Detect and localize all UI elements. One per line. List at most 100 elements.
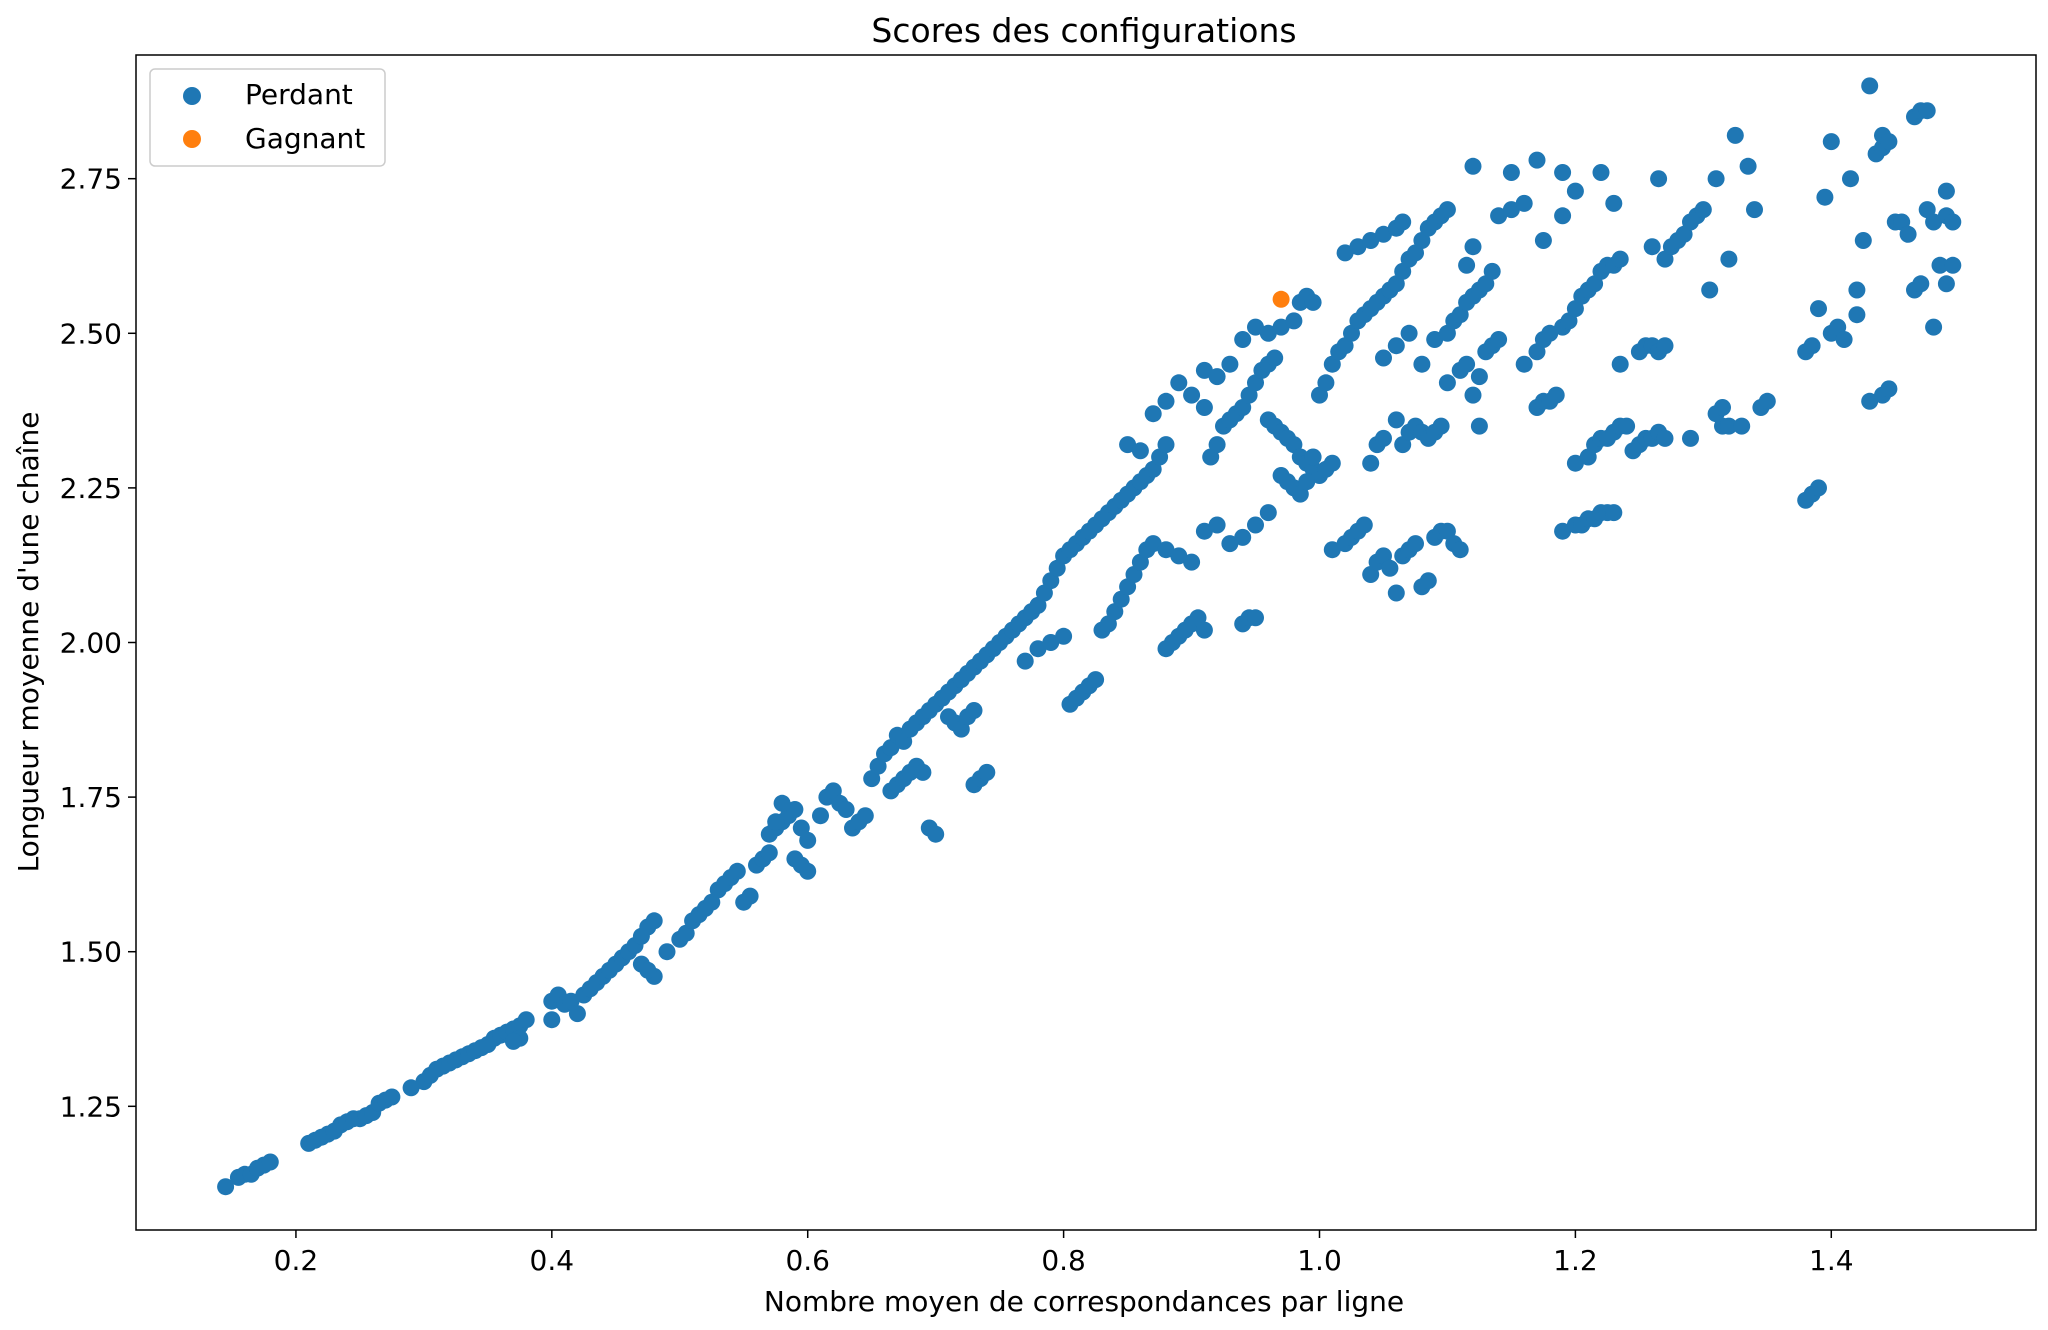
- point-perdant: [1861, 77, 1879, 95]
- point-perdant: [1221, 355, 1239, 373]
- point-perdant: [1490, 207, 1508, 225]
- point-perdant: [1554, 164, 1572, 181]
- point-perdant: [1042, 634, 1060, 651]
- legend-box: [149, 68, 386, 167]
- point-perdant: [1195, 621, 1213, 639]
- point-perdant: [786, 801, 804, 818]
- point-perdant: [1810, 300, 1827, 318]
- point-perdant: [1131, 442, 1149, 460]
- point-perdant: [1317, 374, 1335, 392]
- point-perdant: [1746, 201, 1763, 219]
- point-perdant: [402, 1079, 420, 1097]
- point-perdant: [1387, 411, 1405, 429]
- point-perdant: [1259, 504, 1277, 522]
- y-tick-label: 2.00: [60, 627, 122, 660]
- point-perdant: [261, 1153, 279, 1171]
- point-perdant: [1170, 547, 1188, 565]
- point-perdant: [1643, 238, 1661, 256]
- point-perdant: [1458, 355, 1476, 373]
- point-perdant: [1195, 399, 1213, 416]
- point-perdant: [1208, 516, 1226, 534]
- point-perdant: [1362, 232, 1380, 249]
- point-perdant: [1592, 164, 1610, 181]
- point-perdant: [1810, 479, 1827, 497]
- point-perdant: [1119, 436, 1137, 454]
- point-perdant: [1259, 324, 1277, 342]
- point-perdant: [760, 844, 778, 862]
- point-perdant: [1944, 213, 1962, 231]
- point-perdant: [1285, 312, 1303, 330]
- point-perdant: [1419, 572, 1437, 590]
- point-perdant: [217, 1178, 235, 1196]
- point-perdant: [1323, 454, 1341, 472]
- point-perdant: [1470, 417, 1488, 435]
- point-perdant: [1432, 417, 1450, 435]
- point-perdant: [1490, 331, 1508, 348]
- point-perdant: [1387, 584, 1405, 602]
- point-perdant: [1272, 318, 1290, 336]
- point-perdant: [1247, 318, 1264, 336]
- point-perdant: [1848, 281, 1866, 299]
- point-perdant: [1682, 429, 1699, 447]
- y-tick-label: 2.25: [60, 472, 122, 505]
- point-perdant: [1618, 417, 1636, 435]
- point-perdant: [1899, 225, 1917, 243]
- point-perdant: [1375, 225, 1392, 243]
- point-perdant: [1304, 448, 1322, 466]
- point-perdant: [965, 702, 983, 719]
- point-perdant: [1541, 324, 1559, 342]
- point-perdant: [1848, 306, 1866, 324]
- point-perdant: [1547, 386, 1565, 404]
- point-perdant: [383, 1088, 401, 1106]
- point-perdant: [1502, 164, 1520, 181]
- point-perdant: [1931, 256, 1949, 274]
- point-perdant: [1400, 324, 1418, 342]
- point-perdant: [927, 825, 945, 843]
- point-perdant: [1298, 473, 1316, 491]
- point-perdant: [1925, 318, 1943, 336]
- point-perdant: [1483, 262, 1501, 280]
- point-perdant: [1266, 349, 1284, 367]
- legend-marker-gagnant: [183, 130, 201, 148]
- point-perdant: [1918, 102, 1936, 120]
- point-perdant: [1208, 368, 1226, 386]
- point-perdant: [1611, 355, 1629, 373]
- point-perdant: [1375, 349, 1392, 367]
- point-perdant: [1394, 213, 1412, 231]
- point-perdant: [1170, 374, 1188, 392]
- point-perdant: [1701, 281, 1719, 299]
- point-perdant: [1438, 374, 1456, 392]
- point-perdant: [1880, 133, 1898, 151]
- point-perdant: [1534, 232, 1552, 249]
- point-perdant: [1554, 207, 1572, 225]
- x-axis: 0.2 0.4 0.6 0.8 1.0 1.2 1.4: [274, 1230, 1854, 1277]
- point-perdant: [1087, 671, 1105, 689]
- point-perdant: [1816, 188, 1834, 206]
- point-perdant: [1183, 553, 1201, 571]
- point-perdant: [1355, 516, 1373, 534]
- point-perdant: [1157, 541, 1175, 559]
- point-perdant: [1464, 157, 1482, 175]
- point-perdant: [1208, 436, 1226, 454]
- point-perdant: [1195, 522, 1213, 540]
- point-perdant: [1336, 244, 1354, 262]
- point-perdant: [1937, 275, 1955, 293]
- y-tick-label: 1.75: [60, 781, 122, 814]
- point-perdant: [1822, 133, 1840, 151]
- point-perdant: [1234, 528, 1252, 546]
- x-tick-label: 1.2: [1553, 1244, 1598, 1277]
- point-perdant: [1515, 355, 1533, 373]
- point-perdant: [1605, 194, 1623, 212]
- point-perdant: [812, 807, 829, 825]
- point-perdant: [1195, 361, 1213, 379]
- point-perdant: [773, 794, 791, 812]
- point-perdant: [1458, 256, 1476, 274]
- point-perdant: [1835, 331, 1853, 348]
- legend-marker-perdant: [183, 87, 201, 105]
- point-perdant: [1720, 250, 1738, 268]
- point-perdant: [1720, 417, 1738, 435]
- point-perdant: [1707, 170, 1725, 188]
- point-perdant: [1426, 331, 1444, 348]
- point-perdant: [1726, 126, 1744, 144]
- point-perdant: [728, 862, 746, 880]
